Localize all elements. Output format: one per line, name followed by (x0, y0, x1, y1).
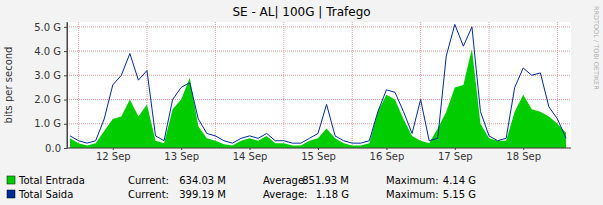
x-tick-label: 18 Sep (506, 151, 541, 162)
y-tick: 2.0 G (34, 94, 67, 105)
frame-left (67, 22, 68, 148)
y-tick: 4.0 G (34, 46, 67, 57)
legend-stat-value: 1.18 G (316, 189, 349, 200)
watermark: RRDTOOL / TOBI OETIKER (592, 6, 600, 90)
legend: Total EntradaCurrent:634.03 MAverage:851… (7, 175, 476, 200)
legend-swatch (7, 190, 15, 198)
y-axis-line (67, 23, 68, 149)
y-tick: 1.0 G (34, 118, 67, 129)
y-tick-label: 3.0 G (34, 70, 61, 81)
x-tick: 14 Sep (233, 148, 268, 162)
line-series (70, 24, 566, 143)
x-tick-label: 14 Sep (233, 151, 268, 162)
y-grid-line (67, 99, 571, 100)
y-tick: 3.0 G (34, 70, 67, 81)
legend-stat-value: 4.14 G (443, 175, 476, 186)
chart-svg: 0.0 1.0 G 2.0 G 3.0 G 4.0 G 5.0 G 12 Sep 13 Sep… (0, 0, 603, 205)
x-tick-label: 12 Sep (96, 151, 131, 162)
y-tick-label: 1.0 G (34, 118, 61, 129)
legend-stat-value: 399.19 M (179, 189, 226, 200)
y-tick-label: 4.0 G (34, 46, 61, 57)
x-tick: 16 Sep (370, 148, 405, 162)
x-grid-line (215, 22, 216, 148)
x-grid-line (352, 22, 353, 148)
y-axis: 0.0 1.0 G 2.0 G 3.0 G 4.0 G 5.0 G (34, 22, 67, 154)
legend-stat-value: 634.03 M (179, 175, 226, 186)
x-tick: 18 Sep (506, 148, 541, 162)
legend-label: Total Saida (18, 189, 73, 200)
legend-stat-label: Average: (263, 189, 307, 200)
x-tick-label: 17 Sep (438, 151, 473, 162)
y-grid-line (67, 26, 571, 27)
x-tick: 12 Sep (96, 148, 131, 162)
x-tick-label: 16 Sep (370, 151, 405, 162)
marks (70, 24, 566, 148)
y-tick: 5.0 G (34, 22, 67, 33)
legend-stat-label: Current: (128, 189, 169, 200)
plot-background (67, 22, 571, 148)
x-grid-line (420, 22, 421, 148)
legend-swatch (7, 176, 15, 184)
y-tick-label: 2.0 G (34, 94, 61, 105)
y-grid-line (67, 51, 571, 52)
x-tick-label: 15 Sep (301, 151, 336, 162)
grid (67, 22, 571, 148)
legend-stat-value: 5.15 G (443, 189, 476, 200)
legend-stat-label: Maximum: (386, 189, 439, 200)
x-tick-label: 13 Sep (164, 151, 199, 162)
x-tick: 13 Sep (164, 148, 199, 162)
legend-stat-label: Average: (263, 175, 307, 186)
x-tick-mark (113, 148, 114, 150)
x-grid-line (78, 22, 79, 148)
y-tick-label: 5.0 G (34, 22, 61, 33)
title: SE - AL| 100G | Trafego (232, 5, 370, 19)
x-tick-mark (250, 148, 251, 150)
x-tick-mark (181, 148, 182, 150)
x-tick: 15 Sep (301, 148, 336, 162)
y-tick-label: 0.0 (45, 143, 61, 154)
x-tick-mark (523, 148, 524, 150)
legend-stat-label: Current: (128, 175, 169, 186)
x-axis: 12 Sep 13 Sep 14 Sep 15 Sep 16 Sep 17 Sep 18 S… (67, 148, 571, 162)
x-tick-mark (386, 148, 387, 150)
x-grid-line (283, 22, 284, 148)
y-tick: 0.0 (45, 143, 67, 154)
x-tick-mark (455, 148, 456, 150)
legend-stat-value: 851.93 M (302, 175, 349, 186)
chart-container: 0.0 1.0 G 2.0 G 3.0 G 4.0 G 5.0 G 12 Sep 13 Sep… (0, 0, 603, 205)
legend-label: Total Entrada (18, 175, 85, 186)
x-tick: 17 Sep (438, 148, 473, 162)
legend-stat-label: Maximum: (386, 175, 439, 186)
y-tick-mark (64, 148, 67, 149)
x-grid-line (489, 22, 490, 148)
background (0, 0, 603, 205)
y-axis-title: bits per second (3, 47, 14, 124)
x-tick-mark (318, 148, 319, 150)
